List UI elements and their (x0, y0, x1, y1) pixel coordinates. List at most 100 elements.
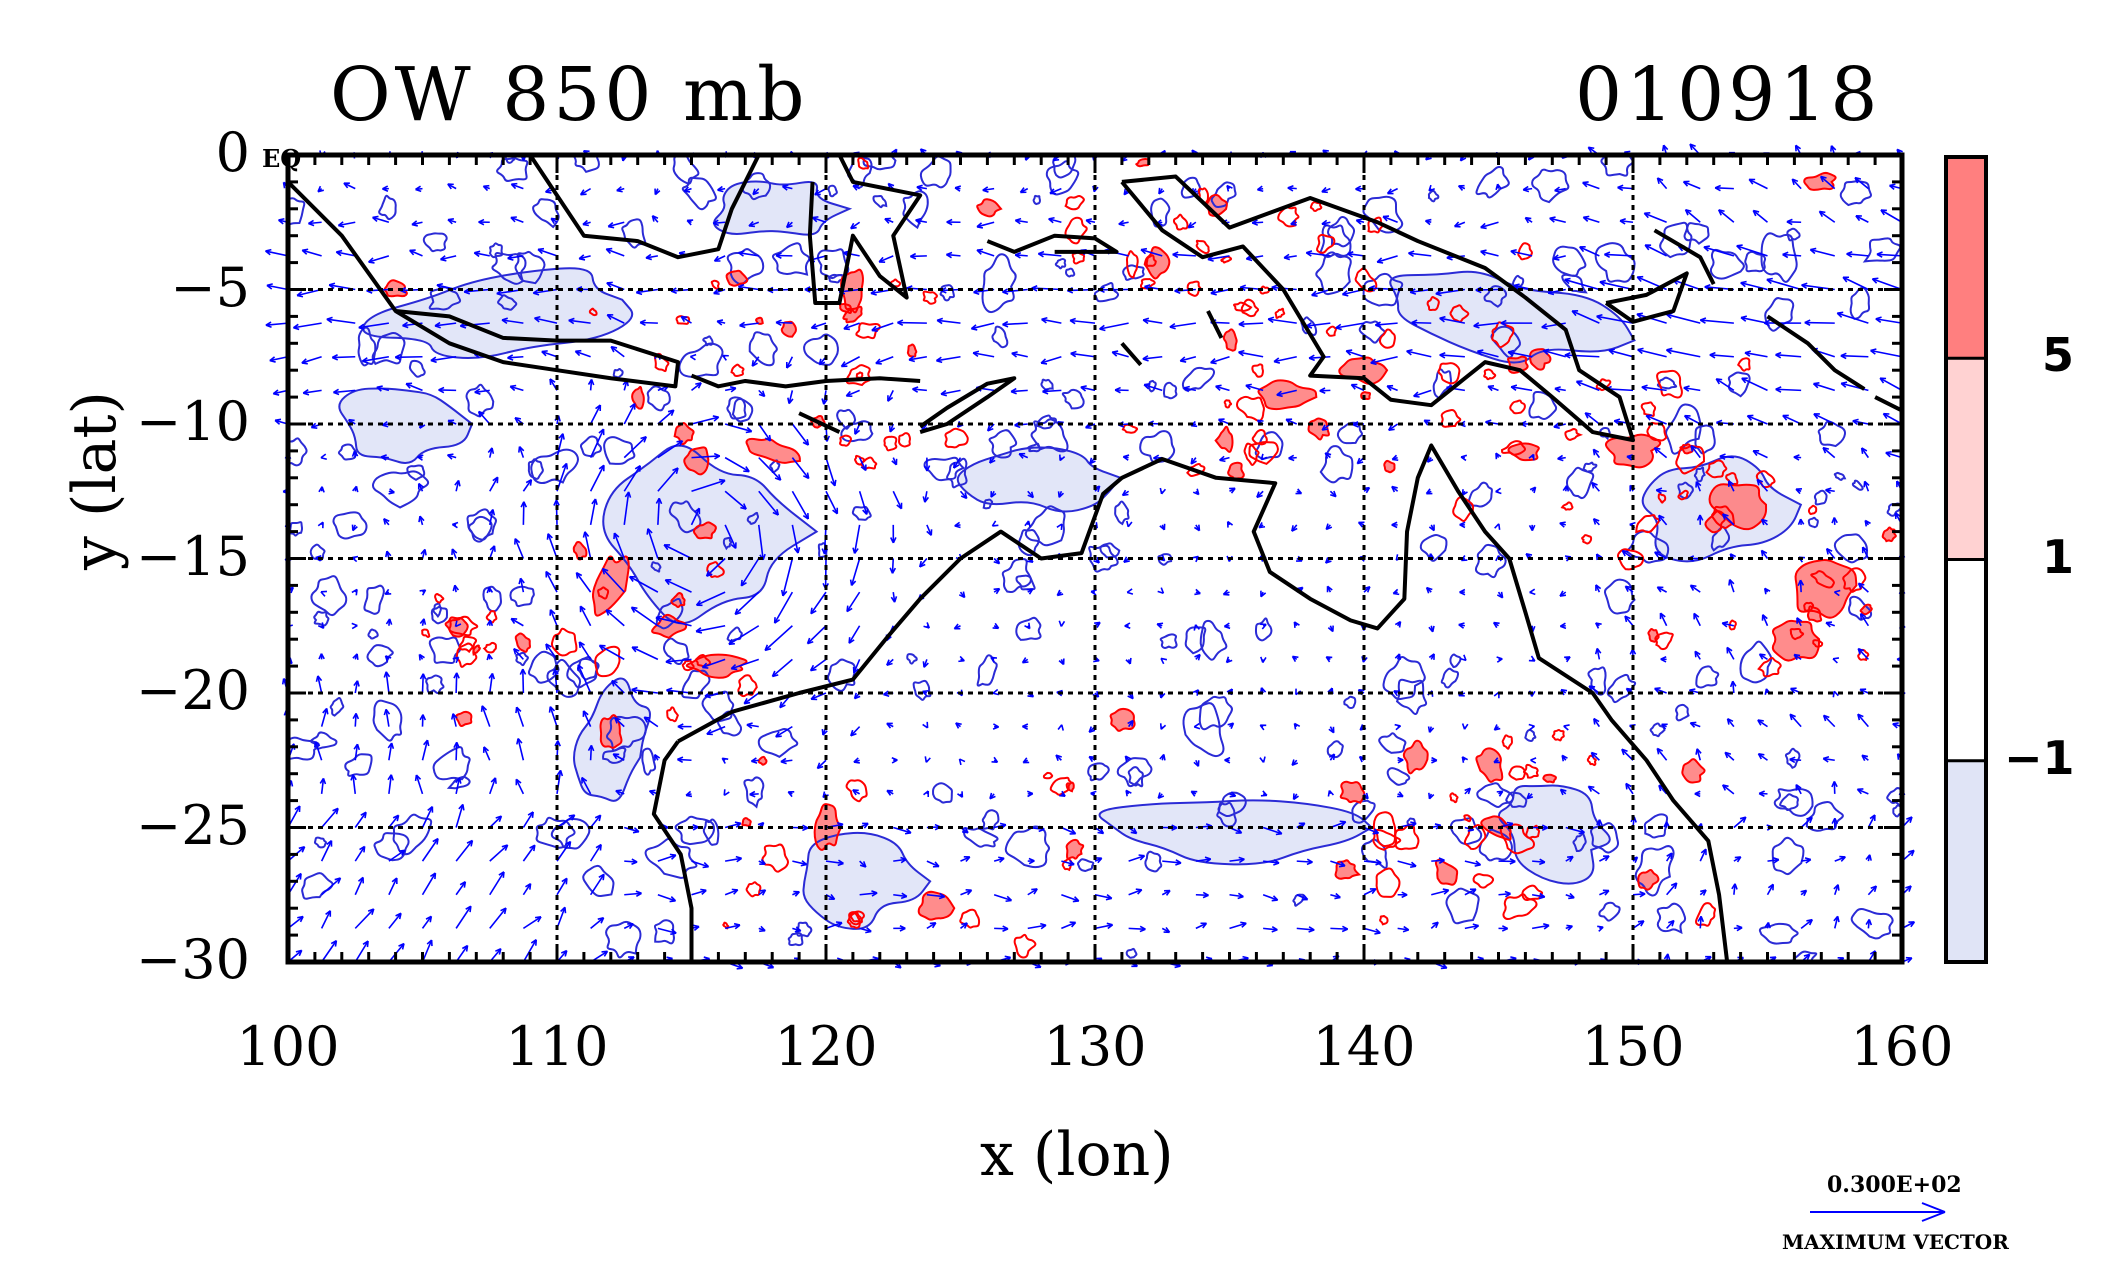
negative-contour (991, 325, 1009, 349)
wind-vector (1748, 178, 1768, 190)
wind-vector (601, 567, 625, 593)
wind-vector (1262, 826, 1283, 836)
negative-contour (912, 679, 932, 701)
wind-vector (489, 476, 499, 492)
wind-vector (354, 811, 367, 828)
positive-contour (848, 910, 865, 926)
wind-vector (1559, 788, 1567, 796)
wind-vector (993, 893, 1013, 903)
negative-contour (1017, 529, 1040, 557)
wind-vector (421, 872, 437, 896)
negative-contour (372, 470, 430, 509)
wind-vector (598, 644, 625, 661)
wind-vector (1210, 288, 1230, 296)
positive-contour (1440, 409, 1462, 428)
wind-vector (1024, 622, 1031, 630)
wind-vector (556, 462, 569, 492)
negative-contour (1127, 766, 1144, 788)
wind-vector (455, 839, 474, 862)
wind-vector (758, 457, 782, 481)
wind-vector (1757, 752, 1768, 761)
wind-vector (265, 248, 289, 257)
negative-contour (802, 831, 932, 930)
negative-contour (1015, 616, 1042, 641)
wind-vector (1293, 621, 1300, 628)
negative-contour (497, 294, 518, 311)
wind-vector (1797, 579, 1805, 593)
wind-vector (887, 390, 894, 402)
wind-vector (623, 435, 647, 459)
wind-vector (1694, 790, 1701, 798)
negative-contour (1099, 542, 1121, 559)
wind-vector (1876, 251, 1903, 258)
wind-vector (657, 927, 677, 936)
negative-contour (981, 253, 1017, 314)
wind-vector (1660, 656, 1667, 663)
wind-vector (518, 446, 525, 458)
negative-contour (1030, 418, 1069, 453)
wind-vector (1461, 756, 1469, 763)
wind-vector (1592, 517, 1600, 526)
wind-vector (1058, 658, 1065, 666)
coastline-segment (1653, 228, 1716, 286)
wind-vector (1870, 348, 1903, 358)
wind-vector (1026, 790, 1034, 798)
legend-arrow-head (1921, 1202, 1946, 1222)
wind-vector (453, 741, 460, 761)
positive-contour (1677, 489, 1689, 501)
wind-vector (1159, 723, 1167, 730)
positive-contour-fill (781, 321, 796, 337)
wind-vector (1283, 253, 1297, 261)
wind-vector (1831, 781, 1838, 794)
wind-vector (1632, 920, 1645, 930)
wind-vector (1856, 788, 1869, 795)
wind-vector (758, 423, 772, 442)
x-tick-label: 120 (774, 1015, 878, 1078)
wind-vector (372, 215, 390, 224)
wind-vector (556, 877, 568, 896)
positive-contour (838, 302, 853, 315)
wind-vector (1855, 215, 1869, 223)
wind-vector (926, 921, 937, 930)
wind-vector (454, 620, 462, 628)
positive-contour (1646, 421, 1668, 442)
wind-vector (1822, 714, 1836, 728)
wind-vector (1431, 888, 1450, 896)
positive-contour (745, 437, 801, 464)
positive-contour (1437, 362, 1461, 385)
wind-vector (354, 876, 365, 896)
wind-vector (315, 675, 323, 694)
wind-vector (1653, 446, 1668, 459)
wind-vector (1127, 719, 1134, 728)
wind-vector (1760, 518, 1769, 526)
wind-vector (354, 940, 369, 963)
positive-contour (1109, 707, 1136, 732)
wind-vector (474, 388, 490, 395)
wind-vector (578, 641, 592, 660)
wind-vector (1736, 244, 1768, 257)
wind-vector (556, 814, 576, 829)
wind-vector (1090, 588, 1098, 596)
wind-vector (509, 384, 524, 392)
wind-vector (1229, 892, 1244, 900)
wind-vector (522, 916, 542, 930)
wind-vector (811, 216, 827, 224)
wind-vector (1195, 891, 1209, 899)
wind-vector (705, 557, 726, 577)
wind-vector (771, 658, 793, 678)
negative-contour (1524, 728, 1537, 742)
wind-vector (611, 679, 625, 694)
wind-vector (320, 453, 327, 460)
negative-contour (748, 331, 778, 367)
wind-vector (1793, 653, 1802, 661)
wind-vector (1590, 751, 1600, 761)
wind-vector (1740, 280, 1768, 291)
wind-vector (1744, 350, 1768, 358)
wind-vector (556, 906, 567, 929)
wind-vector (1355, 218, 1365, 225)
coastline-segment (919, 376, 1017, 434)
wind-vector (1319, 387, 1331, 394)
positive-contour (1859, 603, 1873, 616)
wind-vector (321, 877, 342, 896)
negative-contour (1419, 534, 1448, 562)
